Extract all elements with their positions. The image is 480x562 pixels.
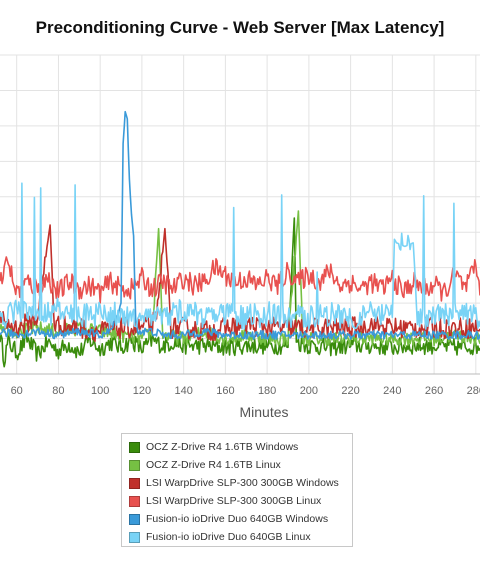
x-tick-labels: 60 80 100 120 140 160 180 200 220 240 260 280	[11, 385, 480, 397]
legend-swatch	[129, 514, 140, 525]
legend-swatch	[129, 532, 140, 543]
legend-swatch	[129, 496, 140, 507]
legend-label: OCZ Z-Drive R4 1.6TB Linux	[146, 459, 281, 471]
x-tick-label: 120	[133, 385, 151, 397]
legend-swatch	[129, 442, 140, 453]
x-tick-label: 60	[11, 385, 23, 397]
legend-item: LSI WarpDrive SLP-300 300GB Linux	[129, 492, 352, 510]
series-lines	[0, 112, 480, 367]
x-tick-label: 140	[174, 385, 192, 397]
x-tick-label: 180	[258, 385, 276, 397]
legend-label: LSI WarpDrive SLP-300 300GB Windows	[146, 477, 339, 489]
legend-item: Fusion-io ioDrive Duo 640GB Linux	[129, 528, 352, 546]
x-tick-label: 80	[52, 385, 64, 397]
x-tick-label: 280	[467, 385, 480, 397]
series-line	[0, 257, 480, 303]
x-tick-label: 260	[425, 385, 443, 397]
x-tick-label: 200	[300, 385, 318, 397]
legend-label: Fusion-io ioDrive Duo 640GB Windows	[146, 513, 328, 525]
legend-label: LSI WarpDrive SLP-300 300GB Linux	[146, 495, 321, 507]
series-line	[0, 112, 480, 340]
legend: OCZ Z-Drive R4 1.6TB Windows OCZ Z-Drive …	[121, 433, 353, 547]
chart-plot: 60 80 100 120 140 160 180 200 220 240 260 280 Minut…	[0, 0, 480, 430]
legend-item: OCZ Z-Drive R4 1.6TB Windows	[129, 438, 352, 456]
series-line	[0, 183, 480, 329]
legend-label: OCZ Z-Drive R4 1.6TB Windows	[146, 441, 298, 453]
legend-item: OCZ Z-Drive R4 1.6TB Linux	[129, 456, 352, 474]
legend-item: Fusion-io ioDrive Duo 640GB Windows	[129, 510, 352, 528]
x-tick-label: 100	[91, 385, 109, 397]
legend-swatch	[129, 460, 140, 471]
x-tick-label: 240	[383, 385, 401, 397]
x-tick-label: 160	[216, 385, 234, 397]
legend-label: Fusion-io ioDrive Duo 640GB Linux	[146, 531, 311, 543]
legend-swatch	[129, 478, 140, 489]
x-axis-label: Minutes	[239, 404, 288, 420]
x-tick-label: 220	[341, 385, 359, 397]
legend-item: LSI WarpDrive SLP-300 300GB Windows	[129, 474, 352, 492]
